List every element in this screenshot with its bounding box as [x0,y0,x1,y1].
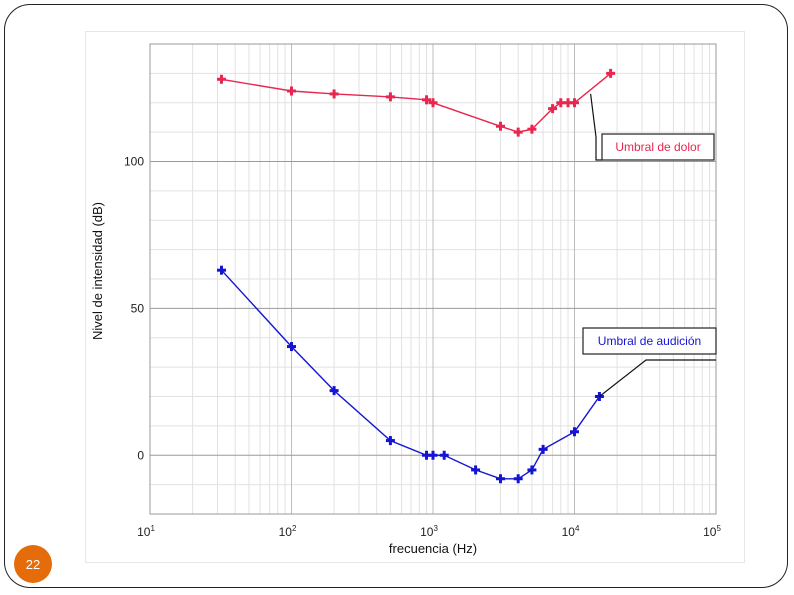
data-point [428,98,438,108]
callout-text: Umbral de dolor [615,140,700,154]
series-line [220,269,600,480]
data-point [513,127,523,137]
data-point [287,86,296,96]
data-point [428,450,438,460]
x-tick-label: 103 [420,524,438,539]
callout-leader [590,93,602,161]
data-point [471,465,481,475]
data-point [496,121,506,131]
series-pain [216,68,616,137]
callout-pain: Umbral de dolor [590,93,715,161]
data-point [513,474,523,484]
data-point [216,74,226,84]
chart-panel: 101 102 103 104 105 0 50 100 Umbral de dolor Umb… [86,32,744,562]
data-point [385,92,395,102]
data-point [527,465,537,475]
data-point [439,450,449,460]
y-tick-label: 0 [137,448,144,462]
data-point [570,427,579,437]
callout-hearing: Umbral de audición [582,327,717,397]
data-point [385,436,395,446]
y-axis-title: Nivel de intensidad (dB) [90,202,105,340]
data-point [329,386,339,396]
series-hearing [216,265,604,484]
data-point [538,444,548,454]
x-tick-label: 102 [279,524,297,539]
data-point [496,474,506,484]
tick-labels: 101 102 103 104 105 0 50 100 [124,155,721,540]
x-tick-label: 105 [703,524,721,539]
x-tick-label: 104 [562,524,580,539]
data-point [422,95,432,105]
y-tick-label: 100 [124,155,144,169]
data-point [548,104,558,114]
data-point [287,342,296,352]
page-number-badge: 22 [14,545,52,583]
callout-text: Umbral de audición [598,334,701,348]
plot-frame [149,43,717,515]
data-point [329,89,339,99]
callout-box [582,327,717,355]
data-point [606,68,616,78]
data-point [570,98,579,108]
callout-box [601,133,715,161]
series-layer [216,68,616,484]
callout-leader [599,359,716,397]
y-tick-label: 50 [131,301,145,315]
x-tick-label: 101 [137,524,155,539]
callouts: Umbral de dolor Umbral de audición [582,93,717,397]
data-point [216,265,226,275]
data-point [527,124,537,134]
x-axis-title: frecuencia (Hz) [389,541,477,556]
